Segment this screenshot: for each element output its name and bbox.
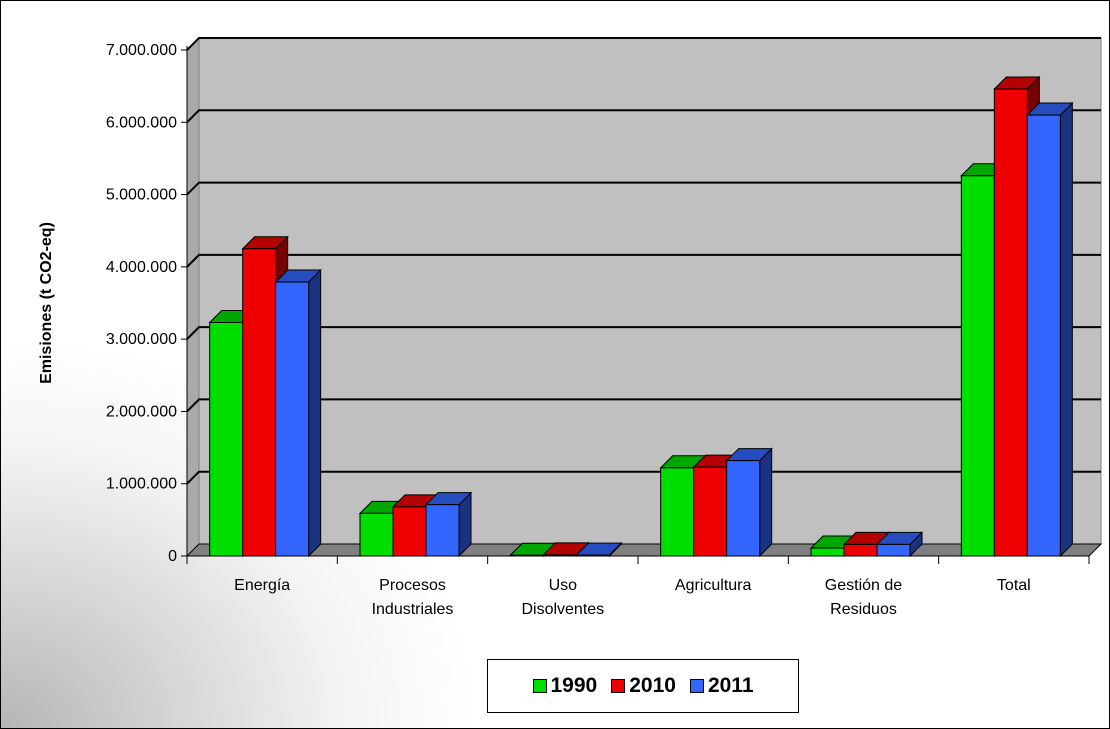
gridline	[186, 109, 1101, 123]
gridline	[186, 398, 1101, 413]
legend-swatch	[689, 679, 704, 693]
bar-front	[509, 554, 544, 557]
legend-label: 2011	[707, 674, 754, 697]
y-tick-label: 6.000.000	[106, 114, 177, 131]
bar-front	[993, 88, 1028, 557]
legend-item: 2010	[611, 674, 676, 698]
legend-label: 1990	[550, 674, 598, 697]
x-tick-label: Agricultura	[675, 577, 752, 594]
x-tick-label: Uso Disolventes	[521, 577, 604, 618]
bar	[875, 531, 924, 558]
bar-side	[308, 268, 322, 558]
y-tick-label: 1.000.000	[106, 476, 177, 493]
legend: 1990 2010 2011	[487, 659, 799, 713]
bar-front	[960, 175, 995, 557]
bar-front	[242, 248, 277, 557]
bar-front	[425, 504, 460, 557]
gridline	[186, 37, 1101, 51]
legend-swatch	[611, 679, 626, 693]
y-tick-label: 4.000.000	[106, 259, 177, 276]
bar-front	[810, 547, 845, 557]
x-tick-label: Energía	[234, 577, 290, 594]
bar-front	[726, 460, 761, 557]
bar-front	[359, 512, 394, 557]
legend-item: 2011	[689, 674, 754, 698]
gridline	[186, 253, 1101, 268]
bar-front	[392, 506, 427, 557]
y-axis-label: Emisiones (t CO2-eq)	[38, 222, 55, 384]
x-tick-label: Procesos Industriales	[372, 577, 454, 618]
x-tick-label: Total	[997, 577, 1031, 594]
bar-front	[575, 554, 610, 557]
y-tick-label: 5.000.000	[106, 187, 177, 204]
bar-side	[1059, 101, 1073, 558]
y-tick-label: 0	[168, 548, 177, 565]
bar	[725, 447, 773, 558]
bar-front	[1026, 114, 1061, 557]
legend-label: 2010	[629, 674, 676, 697]
legend-item: 1990	[532, 674, 598, 698]
y-tick-label: 2.000.000	[106, 403, 177, 420]
gridline	[186, 181, 1101, 196]
bar-front	[660, 467, 695, 557]
bar-front	[843, 543, 878, 557]
bar-front	[209, 322, 244, 557]
y-tick-label: 3.000.000	[106, 331, 177, 348]
bar	[575, 541, 623, 558]
bar-side	[759, 447, 773, 558]
bar	[274, 268, 322, 558]
gridline	[186, 326, 1101, 340]
gridline	[186, 470, 1101, 485]
bar-front	[542, 554, 577, 557]
x-tick-label: Gestión de Residuos	[825, 577, 902, 618]
legend-swatch	[532, 679, 547, 693]
bar	[1026, 101, 1074, 558]
y-tick-label: 7.000.000	[106, 42, 177, 59]
bar-front	[876, 543, 911, 557]
bar	[424, 491, 473, 558]
bar-front	[693, 466, 728, 557]
bar-front	[275, 281, 310, 557]
